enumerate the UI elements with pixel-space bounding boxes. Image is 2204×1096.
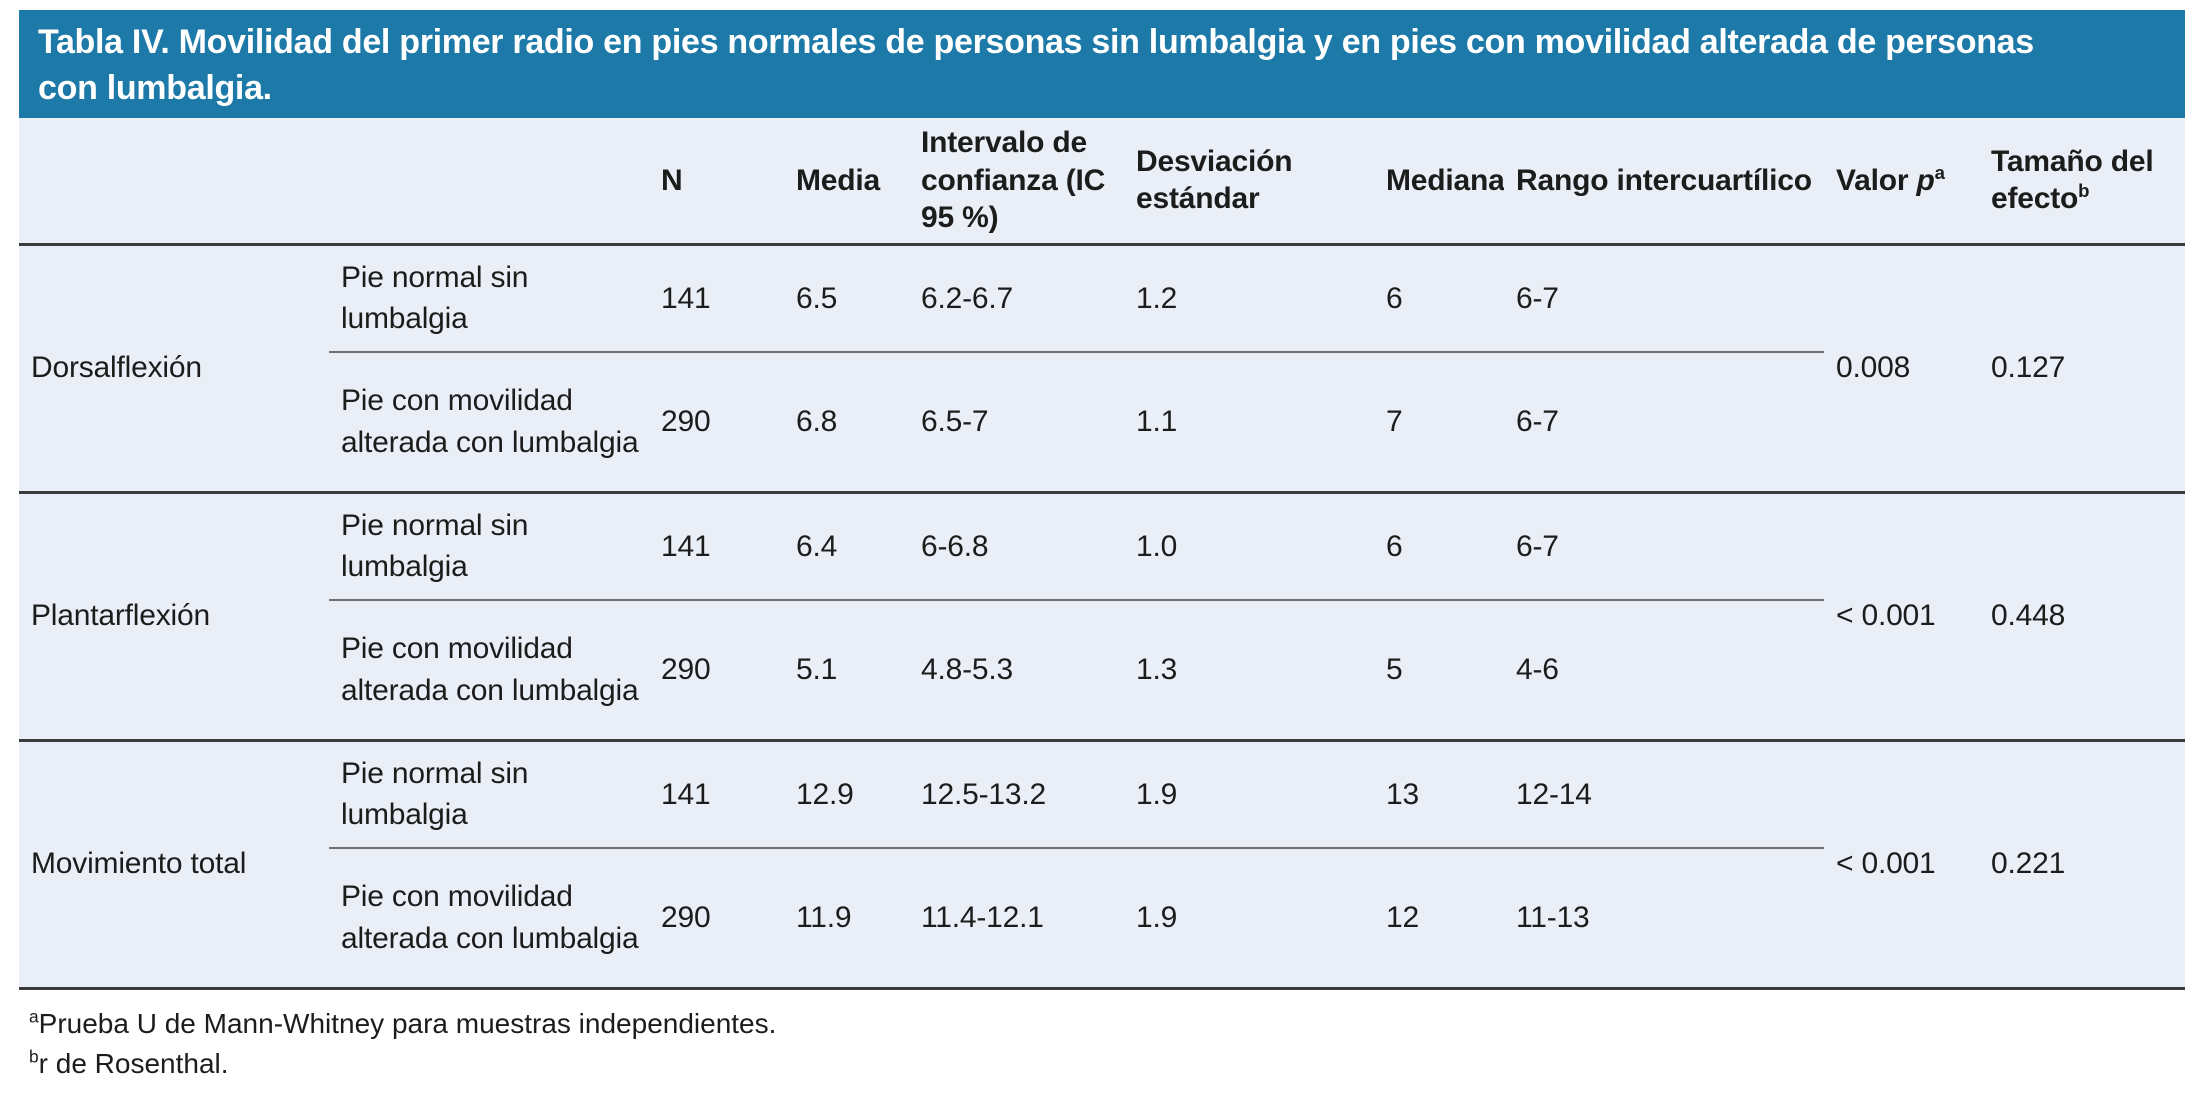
cell-valor-p: < 0.001 — [1824, 740, 1979, 990]
cell-desviacion: 1.9 — [1124, 848, 1374, 990]
data-table: N Media Intervalo de confianza (IC 95 %)… — [19, 118, 2185, 990]
footnote-a-mark: a — [29, 1006, 39, 1027]
cell-intervalo: 11.4-12.1 — [909, 848, 1124, 990]
cell-desviacion: 1.3 — [1124, 600, 1374, 742]
col-header-tamano: Tamaño del efectob — [1979, 118, 2185, 246]
cell-tamano-efecto: 0.221 — [1979, 740, 2185, 990]
table-row-dorsalflexion-alterada: Pie con movilidad alterada con lumbalgia… — [19, 352, 2185, 494]
col-header-valor-p: Valor pa — [1824, 118, 1979, 246]
cell-n: 290 — [649, 352, 784, 494]
cell-n: 290 — [649, 848, 784, 990]
cell-media: 6.8 — [784, 352, 909, 494]
cell-rango: 6-7 — [1504, 492, 1824, 601]
table-title-line-1: Tabla IV. Movilidad del primer radio en … — [38, 23, 2034, 61]
footnote-b: br de Rosenthal. — [29, 1044, 2185, 1084]
header-row: N Media Intervalo de confianza (IC 95 %)… — [19, 118, 2185, 246]
group-label-dorsalflexion: Dorsalflexión — [19, 244, 329, 494]
row-label: Pie normal sin lumbalgia — [329, 492, 649, 601]
cell-valor-p: < 0.001 — [1824, 492, 1979, 742]
table-row-movimiento-total-normal: Movimiento total Pie normal sin lumbalgi… — [19, 740, 2185, 990]
valor-p-footnote-mark: a — [1934, 161, 1945, 183]
col-header-n: N — [649, 118, 784, 246]
group-label-plantarflexion: Plantarflexión — [19, 492, 329, 742]
table-title-line-2: con lumbalgia. — [38, 69, 272, 107]
cell-media: 6.4 — [784, 492, 909, 601]
cell-mediana: 12 — [1374, 848, 1504, 990]
valor-p-label: Valor — [1836, 163, 1917, 197]
col-header-rango: Rango intercuartílico — [1504, 118, 1824, 246]
valor-p-variable: p — [1916, 163, 1935, 197]
footnote-b-text: r de Rosenthal. — [38, 1047, 229, 1079]
cell-media: 11.9 — [784, 848, 909, 990]
cell-mediana: 6 — [1374, 244, 1504, 353]
cell-n: 290 — [649, 600, 784, 742]
cell-intervalo: 12.5-13.2 — [909, 740, 1124, 849]
cell-desviacion: 1.9 — [1124, 740, 1374, 849]
cell-valor-p: 0.008 — [1824, 244, 1979, 494]
footnotes: aPrueba U de Mann-Whitney para muestras … — [19, 989, 2185, 1084]
table-row-plantarflexion-normal: Plantarflexión Pie normal sin lumbalgia … — [19, 492, 2185, 742]
row-label: Pie con movilidad alterada con lumbalgia — [329, 352, 649, 494]
cell-rango: 6-7 — [1504, 244, 1824, 353]
cell-n: 141 — [649, 492, 784, 601]
cell-n: 141 — [649, 244, 784, 353]
col-header-mediana: Mediana — [1374, 118, 1504, 246]
cell-tamano-efecto: 0.127 — [1979, 244, 2185, 494]
table-row-movimiento-total-alterada: Pie con movilidad alterada con lumbalgia… — [19, 848, 2185, 990]
table-title-band: Tabla IV. Movilidad del primer radio en … — [19, 10, 2185, 118]
cell-intervalo: 4.8-5.3 — [909, 600, 1124, 742]
cell-desviacion: 1.1 — [1124, 352, 1374, 494]
cell-intervalo: 6-6.8 — [909, 492, 1124, 601]
cell-n: 141 — [649, 740, 784, 849]
row-label: Pie con movilidad alterada con lumbalgia — [329, 848, 649, 990]
cell-media: 5.1 — [784, 600, 909, 742]
row-label: Pie normal sin lumbalgia — [329, 244, 649, 353]
cell-mediana: 6 — [1374, 492, 1504, 601]
cell-desviacion: 1.0 — [1124, 492, 1374, 601]
col-header-empty-2 — [329, 118, 649, 246]
cell-media: 12.9 — [784, 740, 909, 849]
cell-rango: 11-13 — [1504, 848, 1824, 990]
tamano-footnote-mark: b — [2078, 180, 2090, 202]
cell-mediana: 7 — [1374, 352, 1504, 494]
cell-rango: 6-7 — [1504, 352, 1824, 494]
tamano-label: Tamaño del efecto — [1991, 144, 2154, 216]
table-row-dorsalflexion-normal: Dorsalflexión Pie normal sin lumbalgia 1… — [19, 244, 2185, 494]
cell-tamano-efecto: 0.448 — [1979, 492, 2185, 742]
col-header-empty-1 — [19, 118, 329, 246]
footnote-a-text: Prueba U de Mann-Whitney para muestras i… — [38, 1007, 777, 1039]
footnote-b-mark: b — [29, 1046, 39, 1067]
row-label: Pie normal sin lumbalgia — [329, 740, 649, 849]
cell-mediana: 13 — [1374, 740, 1504, 849]
cell-desviacion: 1.2 — [1124, 244, 1374, 353]
cell-intervalo: 6.2-6.7 — [909, 244, 1124, 353]
cell-mediana: 5 — [1374, 600, 1504, 742]
row-label: Pie con movilidad alterada con lumbalgia — [329, 600, 649, 742]
cell-media: 6.5 — [784, 244, 909, 353]
table-row-plantarflexion-alterada: Pie con movilidad alterada con lumbalgia… — [19, 600, 2185, 742]
col-header-desviacion: Desviación estándar — [1124, 118, 1374, 246]
cell-rango: 12-14 — [1504, 740, 1824, 849]
footnote-a: aPrueba U de Mann-Whitney para muestras … — [29, 1004, 2185, 1044]
col-header-media: Media — [784, 118, 909, 246]
group-label-movimiento-total: Movimiento total — [19, 740, 329, 990]
cell-intervalo: 6.5-7 — [909, 352, 1124, 494]
col-header-intervalo: Intervalo de confianza (IC 95 %) — [909, 118, 1124, 246]
cell-rango: 4-6 — [1504, 600, 1824, 742]
